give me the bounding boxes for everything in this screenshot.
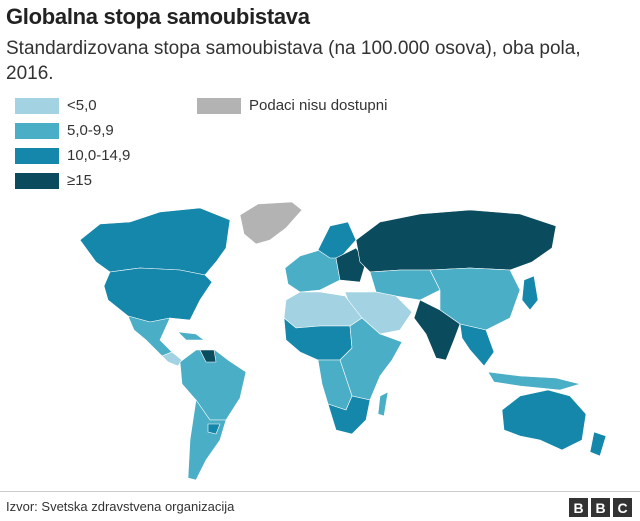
greenland [239, 201, 303, 245]
legend-swatch [15, 147, 59, 164]
legend-label: ≥15 [67, 172, 92, 189]
south-america-south [187, 399, 227, 481]
caribbean [177, 331, 205, 341]
legend-item: 5,0-9,9 [15, 122, 114, 139]
mexico [127, 315, 173, 357]
legend-item: 10,0-14,9 [15, 147, 130, 164]
guyana [199, 349, 217, 363]
india [413, 299, 461, 361]
korea-japan [521, 275, 539, 311]
legend-item: ≥15 [15, 172, 92, 189]
legend-swatch [15, 172, 59, 189]
legend-item: Podaci nisu dostupni [197, 97, 387, 114]
logo-letter: B [591, 498, 610, 517]
eastern-europe [335, 247, 367, 283]
legend-label: 10,0-14,9 [67, 147, 131, 164]
logo-letter: C [613, 498, 632, 517]
footer: Izvor: Svetska zdravstvena organizacija … [0, 491, 640, 521]
africa-south [327, 395, 371, 435]
africa-east [339, 317, 403, 401]
madagascar [377, 391, 389, 417]
southeast-asia [459, 323, 495, 367]
legend-swatch [197, 97, 241, 114]
legend: <5,0 5,0-9,9 10,0-14,9 ≥15 Podaci nisu dostu… [0, 0, 640, 200]
subtitle: Standardizovana stopa samoubistava (na 1… [6, 38, 581, 84]
usa [103, 267, 213, 323]
australia [501, 389, 587, 451]
uruguay [207, 423, 221, 435]
legend-swatch [15, 97, 59, 114]
logo-letter: B [569, 498, 588, 517]
legend-label: <5,0 [67, 97, 97, 114]
indonesia [487, 371, 582, 391]
legend-label: 5,0-9,9 [67, 122, 114, 139]
legend-item: <5,0 [15, 97, 97, 114]
canada [79, 207, 231, 276]
world-map [79, 201, 607, 481]
china [429, 267, 521, 331]
new-zealand [589, 431, 607, 457]
russia [355, 209, 557, 273]
legend-swatch [15, 122, 59, 139]
legend-label: Podaci nisu dostupni [249, 97, 388, 114]
title: Globalna stopa samoubistava [6, 4, 310, 29]
source: Izvor: Svetska zdravstvena organizacija [6, 499, 235, 514]
